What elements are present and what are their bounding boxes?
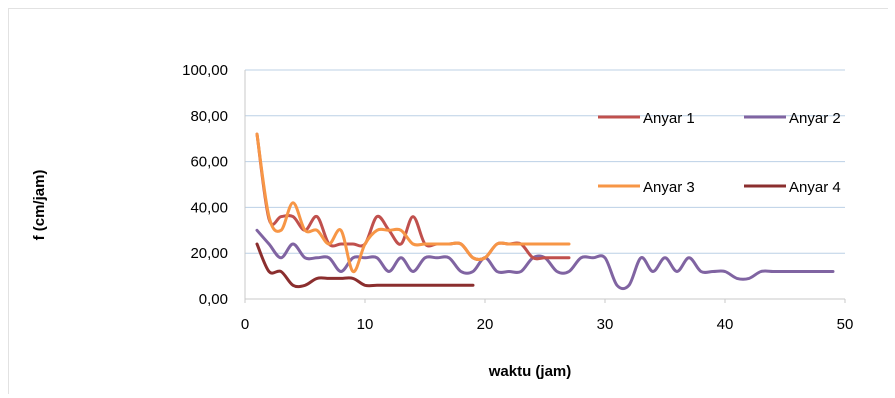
series-line-anyar-4 <box>255 242 475 289</box>
y-axis-title: f (cm/jam) <box>31 170 48 241</box>
legend-label-anyar-2: Anyar 2 <box>789 110 841 127</box>
legend-label-anyar-1: Anyar 1 <box>643 110 695 127</box>
gridlines <box>245 69 845 254</box>
x-tick-label: 50 <box>837 316 854 333</box>
y-tick-label: 0,00 <box>199 291 228 308</box>
legend-label-anyar-4: Anyar 4 <box>789 179 841 196</box>
y-tick-label: 40,00 <box>190 199 228 216</box>
legend: Anyar 1 Anyar 2 Anyar 3 Anyar 4 <box>598 110 841 196</box>
axes: 0,00 20,00 40,00 60,00 80,00 100,00 0 10 20 30 40 5… <box>182 62 853 333</box>
x-tick-label: 10 <box>357 316 374 333</box>
series-line-anyar-3 <box>255 132 571 274</box>
x-tick-label: 0 <box>241 316 249 333</box>
legend-label-anyar-3: Anyar 3 <box>643 179 695 196</box>
y-tick-label: 60,00 <box>190 154 228 171</box>
x-tick-label: 40 <box>717 316 734 333</box>
y-tick-label: 80,00 <box>190 108 228 125</box>
x-tick-label: 20 <box>477 316 494 333</box>
series-lines <box>255 132 835 291</box>
y-tick-label: 20,00 <box>190 245 228 262</box>
series-line-anyar-1 <box>255 132 571 262</box>
chart-frame <box>8 8 888 394</box>
x-tick-label: 30 <box>597 316 614 333</box>
x-axis-title: waktu (jam) <box>488 363 572 380</box>
y-tick-label: 100,00 <box>182 62 228 79</box>
